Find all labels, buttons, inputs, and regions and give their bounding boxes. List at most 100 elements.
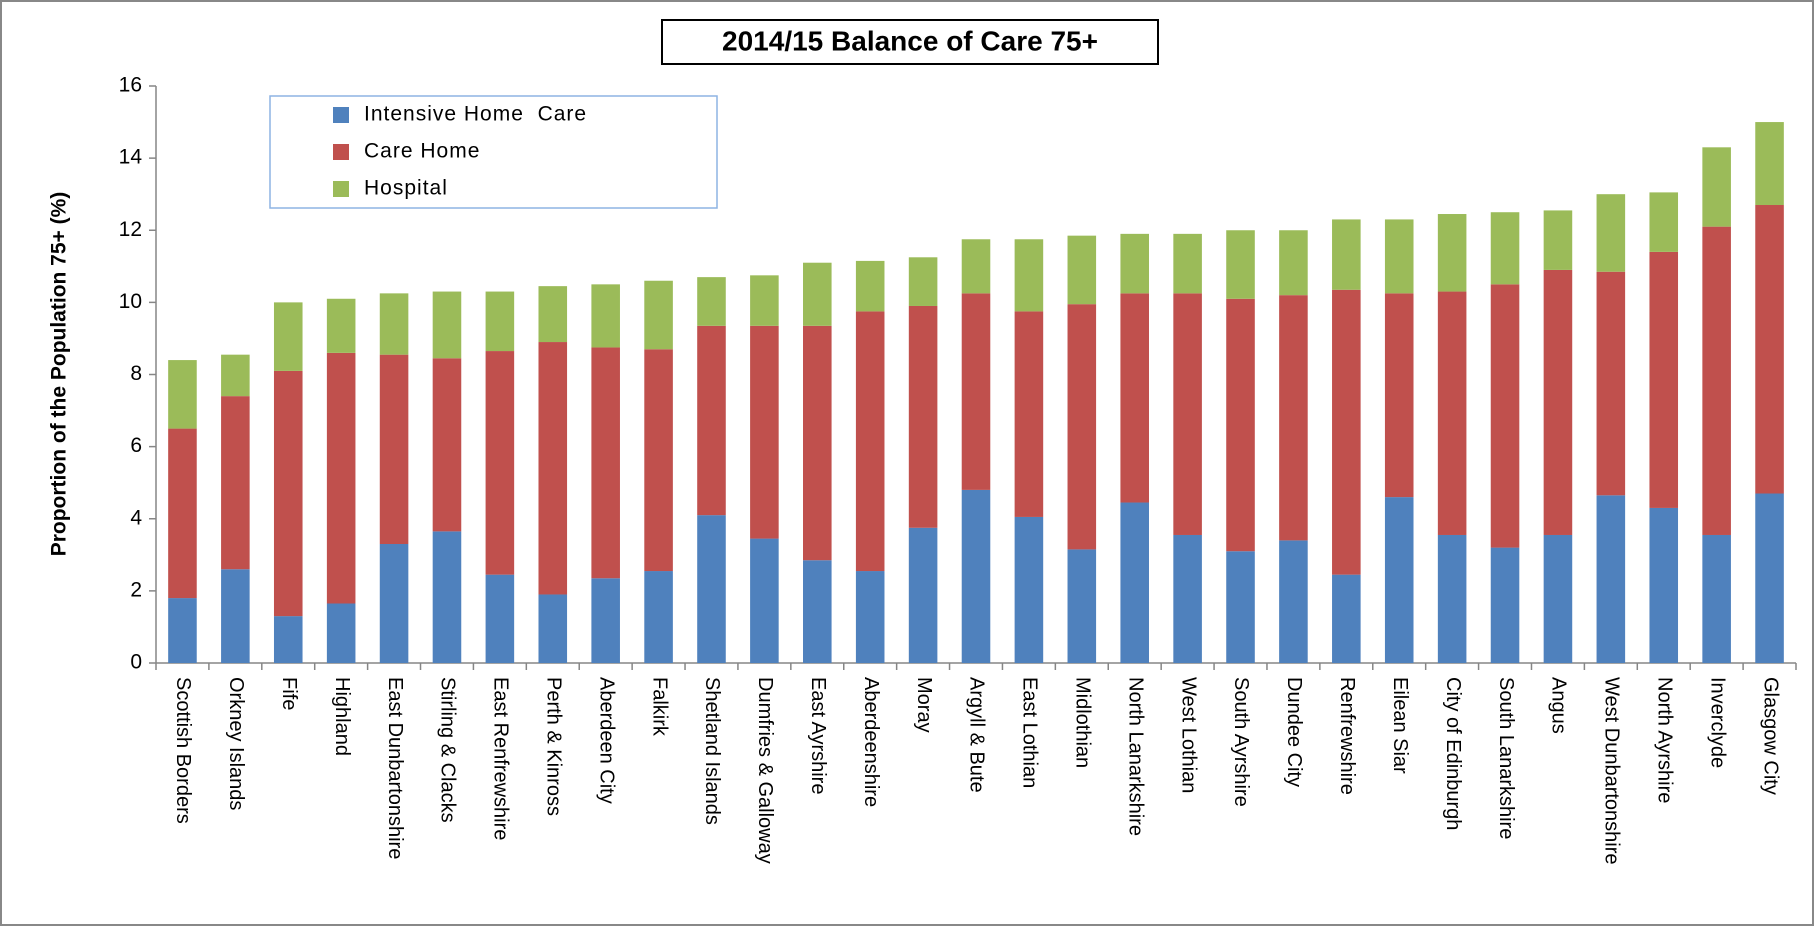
bar-segment [221, 354, 250, 397]
bar-segment [1173, 534, 1202, 663]
bar-segment [379, 543, 409, 663]
bar-segment [1014, 516, 1044, 663]
bar-segment [908, 527, 938, 663]
x-tick-label: Angus [1548, 677, 1570, 734]
bar-segment [326, 603, 356, 663]
bar-segment [591, 347, 620, 579]
bar-segment [1120, 502, 1149, 663]
x-tick-label: Aberdeenshire [860, 677, 882, 807]
x-tick-label: South Ayrshire [1230, 677, 1252, 807]
bar-segment [1702, 147, 1731, 227]
bar-segment [379, 293, 409, 355]
bar-segment [855, 260, 885, 312]
bar-segment [1279, 540, 1308, 663]
chart-title: 2014/15 Balance of Care 75+ [722, 25, 1098, 56]
bar-segment [908, 305, 938, 528]
x-tick-label: Eilean Siar [1389, 677, 1411, 774]
bar-segment [697, 277, 726, 326]
x-tick-label: Fife [278, 677, 300, 710]
y-tick-label: 14 [119, 146, 143, 169]
bar-segment [273, 370, 303, 617]
x-tick-label: Shetland Islands [701, 677, 723, 825]
x-tick-label: Dundee City [1283, 677, 1305, 787]
y-tick-label: 16 [119, 74, 142, 97]
legend-swatch [333, 107, 349, 123]
bar-segment [1543, 534, 1573, 663]
bar-segment [1755, 205, 1784, 494]
y-tick-label: 4 [130, 506, 142, 529]
bar-segment [591, 578, 620, 663]
bar-segment [1702, 226, 1731, 535]
bar-segment [1437, 214, 1467, 292]
bar-segment [644, 349, 673, 572]
x-tick-label: West Dunbartonshire [1601, 677, 1623, 865]
bar-segment [326, 298, 356, 353]
bar-segment [1543, 210, 1573, 270]
bar-segment [1332, 219, 1361, 290]
bar-segment [168, 360, 197, 429]
x-tick-label: Glasgow City [1759, 677, 1781, 795]
y-tick-label: 0 [130, 651, 142, 674]
x-tick-label: North Lanarkshire [1124, 677, 1146, 836]
x-tick-label: Inverclyde [1706, 677, 1728, 768]
bar-segment [538, 286, 568, 343]
x-tick-label: East Lothian [1019, 677, 1041, 788]
x-tick-label: Orkney Islands [225, 677, 247, 810]
bar-segment [591, 284, 620, 348]
bar-segment [1226, 551, 1255, 663]
x-tick-label: West Lothian [1177, 677, 1199, 793]
bar-segment [273, 302, 303, 371]
bar-segment [644, 280, 673, 350]
bar-segment [1384, 497, 1414, 663]
bar-segment [961, 239, 991, 294]
bar-segment [750, 325, 779, 539]
x-tick-label: East Ayrshire [807, 677, 829, 794]
bar-segment [1120, 233, 1149, 294]
bar-segment [1067, 304, 1097, 550]
bar-segment [326, 352, 356, 604]
legend-swatch [333, 181, 349, 197]
y-tick-label: 8 [130, 362, 142, 385]
bar-segment [485, 574, 515, 663]
bar-segment [1543, 269, 1573, 535]
x-tick-label: City of Edinburgh [1442, 677, 1464, 830]
bar-segment [432, 531, 462, 663]
bar-segment [644, 571, 673, 663]
bar-segment [538, 594, 568, 663]
bar-segment [1332, 574, 1361, 663]
bar-segment [1596, 271, 1626, 496]
x-tick-label: Highland [331, 677, 353, 756]
bar-segment [1490, 212, 1520, 285]
legend-swatch [333, 144, 349, 160]
y-tick-label: 10 [119, 290, 142, 313]
bar-segment [485, 351, 515, 575]
bar-segment [1437, 534, 1467, 663]
bar-segment [1384, 219, 1414, 294]
x-tick-label: South Lanarkshire [1495, 677, 1517, 839]
x-tick-label: East Dunbartonshire [384, 677, 406, 859]
y-tick-label: 6 [130, 434, 142, 457]
bar-segment [1649, 192, 1679, 252]
bar-segment [1173, 233, 1202, 294]
bar-segment [1173, 293, 1202, 535]
x-tick-label: Moray [913, 677, 935, 733]
bar-segment [1596, 194, 1626, 272]
bar-segment [961, 489, 991, 663]
bar-segment [1384, 293, 1414, 498]
bar-segment [908, 257, 938, 306]
bar-segment [1649, 251, 1679, 508]
bar-segment [803, 560, 832, 663]
bar-segment [273, 616, 303, 663]
bar-segment [750, 275, 779, 326]
bar-segment [697, 515, 726, 663]
bar-segment [1755, 122, 1784, 206]
bar-segment [432, 358, 462, 532]
bar-segment [1596, 495, 1626, 663]
legend-label: Hospital [364, 177, 448, 200]
x-tick-label: Aberdeen City [595, 677, 617, 804]
bar-segment [1226, 230, 1255, 299]
x-tick-label: Dumfries & Galloway [754, 677, 776, 864]
x-tick-label: Perth & Kinross [542, 677, 564, 816]
legend-label: Care Home [364, 140, 480, 163]
